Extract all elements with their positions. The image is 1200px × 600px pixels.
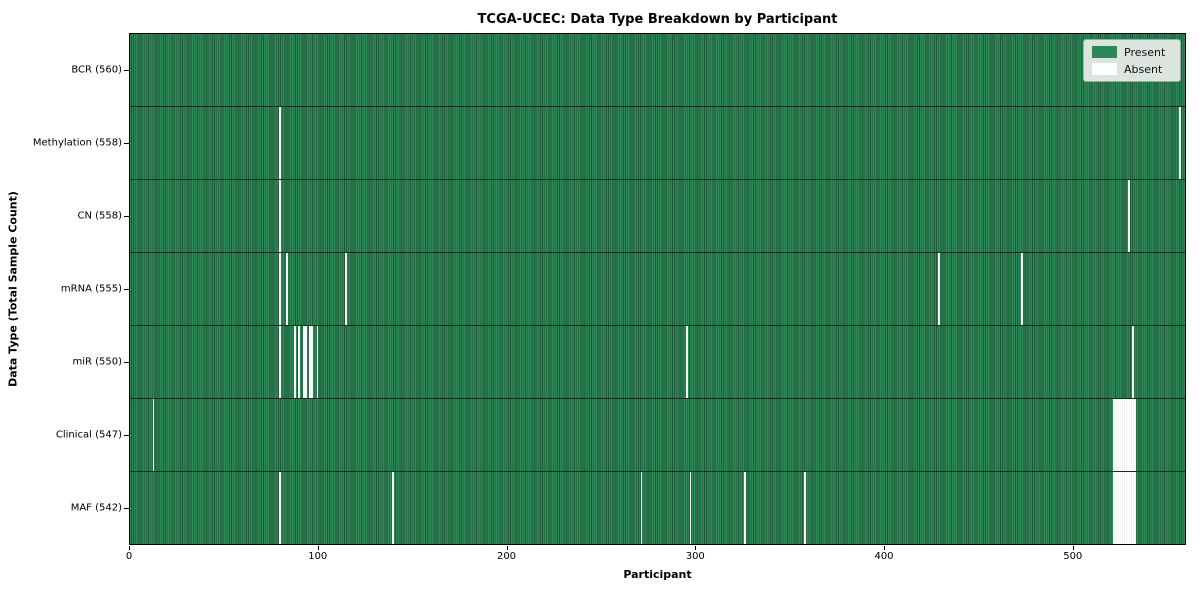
absent-marker <box>1132 399 1135 471</box>
absent-marker <box>278 180 281 252</box>
x-axis-label: Participant <box>623 568 692 581</box>
heatmap-row-clinical <box>130 399 1185 472</box>
y-tick-label: MAF (542) <box>70 502 122 514</box>
heatmap-row-mrna <box>130 253 1185 326</box>
heatmap-row-mir <box>130 326 1185 399</box>
absent-marker <box>1179 107 1182 179</box>
x-tick-label: 0 <box>125 551 133 562</box>
absent-marker <box>278 253 281 325</box>
absent-marker <box>310 326 313 398</box>
absent-marker <box>1115 472 1118 544</box>
x-tick-mark <box>1072 546 1074 550</box>
y-tick-mark <box>124 508 129 510</box>
absent-marker <box>1119 399 1121 471</box>
y-tick-label: Clinical (547) <box>55 429 122 441</box>
absent-marker <box>1124 399 1127 471</box>
absent-marker <box>278 107 281 179</box>
legend-item-absent: Absent <box>1092 63 1172 75</box>
absent-marker <box>1117 399 1120 471</box>
y-tick-mark <box>124 142 129 144</box>
y-tick-label: mRNA (555) <box>60 283 122 295</box>
y-tick-mark <box>124 362 129 364</box>
y-tick-mark <box>124 215 129 217</box>
absent-marker <box>685 326 688 398</box>
absent-marker <box>1122 472 1125 544</box>
legend-label: Present <box>1124 45 1166 59</box>
absent-marker <box>1119 472 1121 544</box>
absent-marker <box>640 472 643 544</box>
y-tick-label: Methylation (558) <box>32 137 122 149</box>
y-tick-label: miR (550) <box>72 356 122 368</box>
absent-marker <box>1126 472 1129 544</box>
absent-marker <box>303 326 306 398</box>
absent-marker <box>344 253 347 325</box>
heatmap-row-cn <box>130 180 1185 253</box>
y-tick-label: BCR (560) <box>71 64 122 76</box>
absent-marker <box>297 326 300 398</box>
absent-marker <box>308 326 311 398</box>
x-tick-label: 100 <box>308 551 328 562</box>
legend-swatch-present <box>1092 46 1117 58</box>
absent-marker <box>316 326 319 398</box>
y-axis-label: Data Type (Total Sample Count) <box>6 191 20 387</box>
absent-marker <box>1117 472 1120 544</box>
x-tick-mark <box>317 546 319 550</box>
absent-marker <box>1134 472 1136 544</box>
absent-marker <box>1021 253 1023 325</box>
absent-marker <box>391 472 394 544</box>
absent-marker <box>938 253 941 325</box>
absent-marker <box>1130 472 1133 544</box>
absent-marker <box>1122 399 1125 471</box>
y-tick-mark <box>124 69 129 71</box>
x-tick-mark <box>506 546 508 550</box>
y-tick-mark <box>124 435 129 437</box>
absent-marker <box>804 472 807 544</box>
absent-marker <box>293 326 296 398</box>
x-tick-label: 200 <box>496 551 517 562</box>
absent-marker <box>1126 399 1129 471</box>
chart-title: TCGA-UCEC: Data Type Breakdown by Partic… <box>477 12 838 27</box>
absent-marker <box>689 472 692 544</box>
x-tick-label: 500 <box>1063 551 1083 562</box>
absent-marker <box>305 326 308 398</box>
x-tick-mark <box>129 546 130 550</box>
absent-marker <box>1130 399 1133 471</box>
legend-swatch-absent <box>1092 63 1117 75</box>
legend-label: Absent <box>1124 62 1163 76</box>
absent-marker <box>1134 399 1136 471</box>
x-tick-label: 400 <box>874 551 894 562</box>
absent-marker <box>1120 399 1123 471</box>
absent-marker <box>1115 399 1118 471</box>
absent-marker <box>1128 180 1131 252</box>
x-tick-label: 300 <box>685 551 705 562</box>
absent-marker <box>152 399 155 471</box>
heatmap-row-maf <box>130 472 1185 544</box>
heatmap-row-methylation <box>130 107 1185 180</box>
y-tick-label: CN (558) <box>77 210 122 222</box>
absent-marker <box>1124 472 1127 544</box>
plot-area <box>129 33 1186 545</box>
absent-marker <box>278 326 281 398</box>
y-tick-mark <box>124 289 129 290</box>
heatmap-row-bcr <box>130 34 1185 107</box>
legend-item-present: Present <box>1092 46 1172 58</box>
x-tick-mark <box>695 546 697 550</box>
absent-marker <box>1132 326 1135 398</box>
absent-marker <box>744 472 747 544</box>
absent-marker <box>1132 472 1135 544</box>
absent-marker <box>1113 472 1116 544</box>
absent-marker <box>1128 472 1131 544</box>
legend: Present Absent <box>1083 39 1181 82</box>
absent-marker <box>1120 472 1123 544</box>
absent-marker <box>286 253 289 325</box>
absent-marker <box>1128 399 1131 471</box>
absent-marker <box>278 472 281 544</box>
x-tick-mark <box>884 546 885 550</box>
absent-marker <box>1113 399 1116 471</box>
